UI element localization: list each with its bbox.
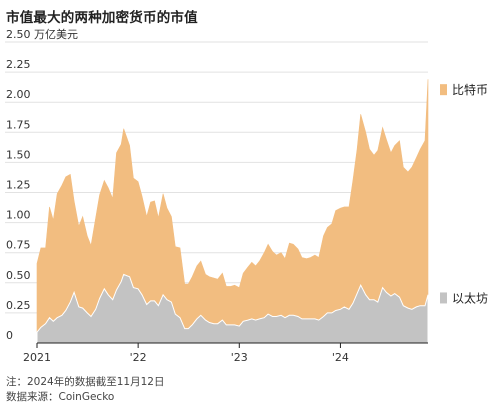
y-tick-label: 1.75 (6, 118, 31, 131)
y-tick-label: 0.25 (6, 299, 31, 312)
y-tick-label: 0 (6, 329, 13, 342)
y-tick-label: 1.00 (6, 209, 31, 222)
stacked-area-chart: 0 0.25 0.50 0.75 1.00 1.25 1.50 1.75 2.00 2.25 2.5… (5, 28, 488, 364)
y-axis-ticks: 0 0.25 0.50 0.75 1.00 1.25 1.50 1.75 2.00 2.25 2.5… (6, 28, 78, 342)
legend-swatch-ethereum (440, 292, 447, 304)
legend-swatch-bitcoin (440, 84, 447, 96)
x-axis-ticks: 2021 '22 '23 '24 (23, 343, 349, 364)
y-tick-label: 1.25 (6, 179, 31, 192)
y-tick-label: 0.50 (6, 269, 31, 282)
bitcoin-area (36, 79, 429, 334)
footer: 注：2024年的数据截至11月12日 数据来源：CoinGecko (6, 375, 164, 405)
y-tick-label: 1.50 (6, 148, 31, 161)
x-tick-label: 2021 (23, 351, 51, 364)
y-tick-label: 2.00 (6, 88, 31, 101)
y-tick-label: 2.50 万亿美元 (6, 28, 78, 41)
x-tick-label: '24 (332, 351, 349, 364)
legend-label-ethereum: 以太坊 (452, 290, 488, 305)
y-tick-label: 2.25 (6, 58, 31, 71)
chart-title: 市值最大的两种加密货币的市值 (6, 10, 198, 26)
x-tick-label: '23 (231, 351, 248, 364)
x-tick-label: '22 (130, 351, 147, 364)
y-tick-label: 0.75 (6, 239, 31, 252)
legend-label-bitcoin: 比特币 (452, 82, 488, 97)
series-areas (36, 79, 429, 344)
footnote: 注：2024年的数据截至11月12日 (6, 376, 165, 388)
source-credit: 数据来源：CoinGecko (6, 391, 115, 403)
